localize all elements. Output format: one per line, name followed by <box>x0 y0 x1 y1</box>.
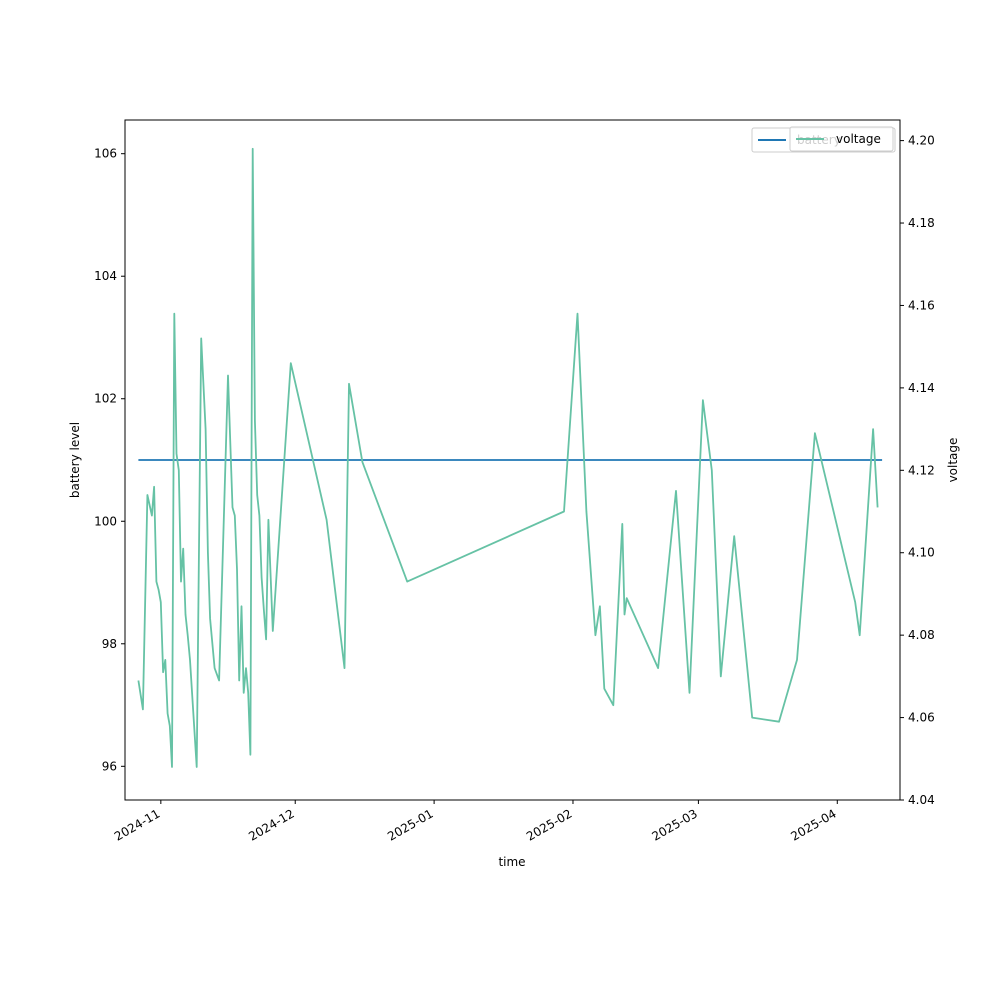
y-left-tick-label: 96 <box>102 759 117 773</box>
legend-voltage-box <box>789 126 894 152</box>
y-left-tick-label: 98 <box>102 637 117 651</box>
x-axis-label: time <box>498 855 525 869</box>
y-left-tick-label: 102 <box>94 392 117 406</box>
plot-frame <box>124 119 901 801</box>
y-axis-left-label: battery level <box>68 422 82 498</box>
y-left-tick-label: 104 <box>94 269 117 283</box>
y-right-tick-label: 4.06 <box>908 711 935 725</box>
y-right-tick-label: 4.14 <box>908 381 935 395</box>
legend-voltage: voltage <box>789 126 894 152</box>
y-right-tick-label: 4.10 <box>908 546 935 560</box>
y-right-tick-label: 4.18 <box>908 216 935 230</box>
y-right-tick-label: 4.08 <box>908 628 935 642</box>
y-right-tick-label: 4.16 <box>908 298 935 312</box>
y-left-tick-label: 106 <box>94 147 117 161</box>
y-right-tick-label: 4.12 <box>908 463 935 477</box>
legend-voltage-label: voltage <box>836 132 881 146</box>
series-line-voltage <box>137 147 879 768</box>
y-right-tick-label: 4.20 <box>908 134 935 148</box>
y-left-tick-label: 100 <box>94 514 117 528</box>
series-layer <box>137 147 883 768</box>
y-axis-right-label: voltage <box>946 438 960 483</box>
y-right-tick-label: 4.04 <box>908 793 935 807</box>
